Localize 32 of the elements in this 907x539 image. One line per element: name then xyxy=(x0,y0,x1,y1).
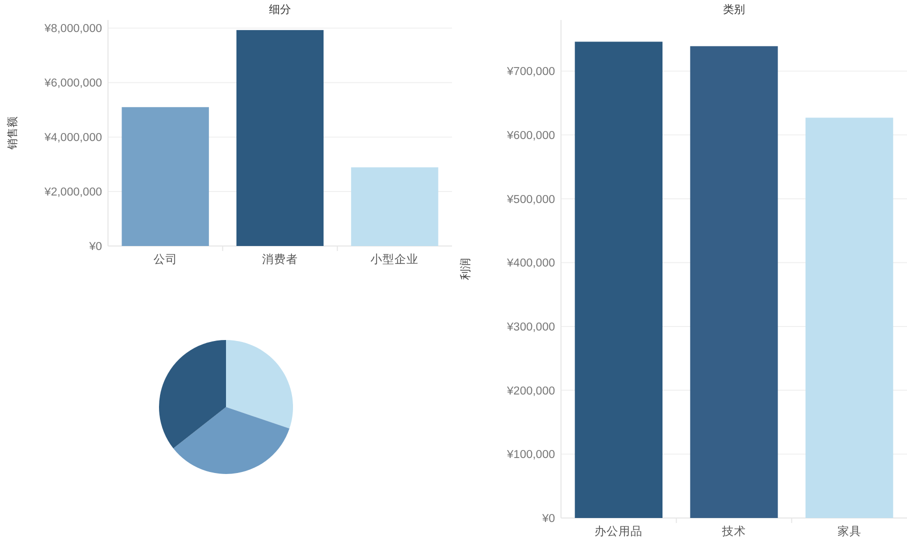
x-tick-label: 技术 xyxy=(721,525,746,538)
y-tick-label: ¥0 xyxy=(541,513,555,525)
y-axis-title: 利润 xyxy=(459,258,472,280)
y-axis-title: 销售额 xyxy=(6,116,19,150)
y-tick-label: ¥100,000 xyxy=(506,449,555,462)
y-tick-label: ¥600,000 xyxy=(506,130,555,142)
chart-title: 类别 xyxy=(723,3,745,16)
x-tick-label: 消费者 xyxy=(262,253,298,266)
pie-slice xyxy=(173,407,290,474)
y-tick-label: ¥0 xyxy=(88,241,102,253)
x-tick-label: 公司 xyxy=(153,253,178,266)
bar xyxy=(574,42,662,518)
y-tick-label: ¥500,000 xyxy=(506,194,555,206)
bar xyxy=(236,30,324,246)
pie-slice xyxy=(226,340,293,429)
y-tick-label: ¥200,000 xyxy=(506,385,555,398)
bar xyxy=(351,167,438,246)
x-tick-label: 小型企业 xyxy=(370,253,419,266)
y-tick-label: ¥2,000,000 xyxy=(43,186,102,199)
y-tick-label: ¥6,000,000 xyxy=(43,78,102,90)
y-tick-label: ¥4,000,000 xyxy=(43,132,102,144)
pie-slice xyxy=(159,340,226,448)
x-tick-label: 办公用品 xyxy=(594,525,643,538)
y-tick-label: ¥700,000 xyxy=(506,66,555,78)
y-tick-label: ¥400,000 xyxy=(506,258,555,270)
bar xyxy=(122,107,209,246)
y-tick-label: ¥8,000,000 xyxy=(43,23,102,36)
chart-title: 细分 xyxy=(269,4,291,16)
bar xyxy=(690,46,778,518)
x-tick-label: 家具 xyxy=(837,524,862,538)
bar xyxy=(806,118,894,518)
y-tick-label: ¥300,000 xyxy=(506,321,555,334)
